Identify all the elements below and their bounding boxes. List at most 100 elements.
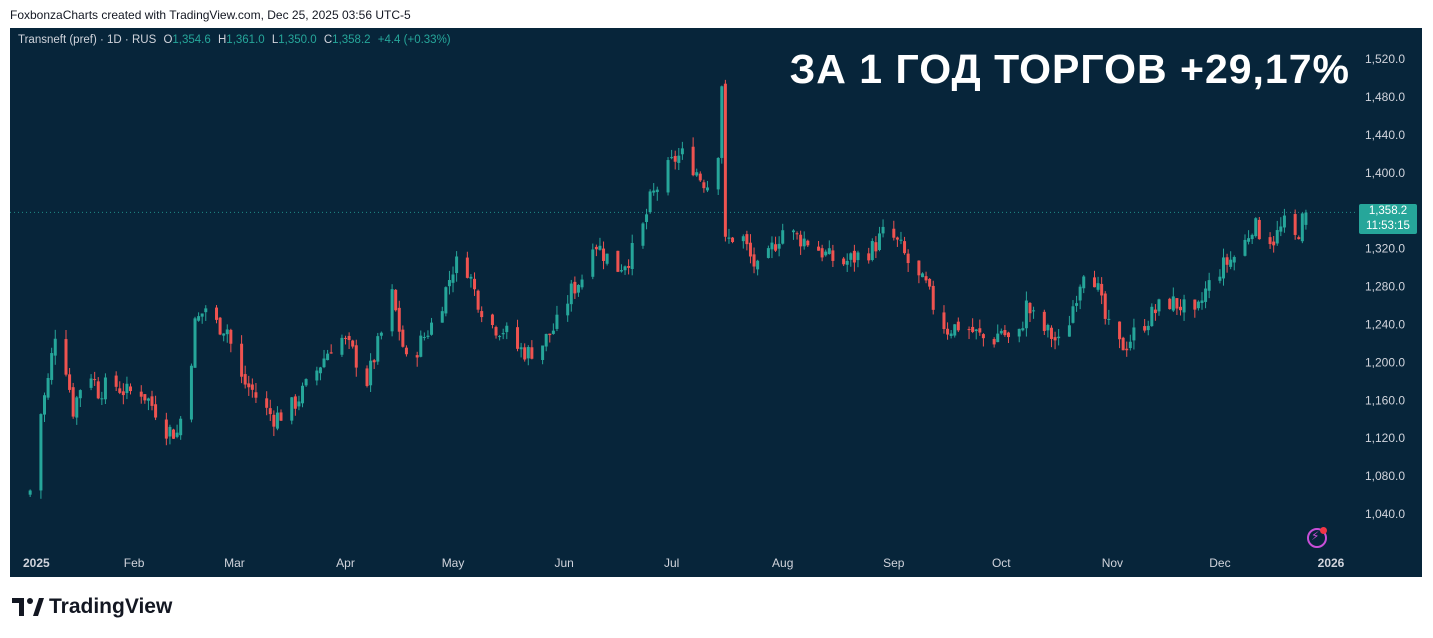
candle-body bbox=[498, 336, 502, 338]
candle-body bbox=[379, 332, 383, 336]
candle-body bbox=[544, 333, 548, 347]
close-value: 1,358.2 bbox=[332, 34, 371, 46]
candle-body bbox=[1146, 325, 1150, 331]
candle-body bbox=[1057, 336, 1061, 339]
y-tick-label: 1,440.0 bbox=[1365, 128, 1405, 142]
candle-body bbox=[1257, 219, 1261, 240]
candle-body bbox=[827, 248, 831, 254]
candle-body bbox=[591, 249, 595, 277]
candle-body bbox=[293, 396, 297, 409]
candle-body bbox=[1024, 300, 1028, 329]
x-tick-label: Jul bbox=[664, 556, 679, 570]
candle-body bbox=[566, 303, 570, 316]
candle-body bbox=[365, 368, 369, 386]
candle-body bbox=[924, 276, 928, 281]
symbol-label: Transneft (pref) · 1D · RUS bbox=[18, 34, 157, 46]
candle-body bbox=[390, 289, 394, 332]
candle-body bbox=[71, 387, 75, 417]
y-tick-label: 1,160.0 bbox=[1365, 393, 1405, 407]
candle-body bbox=[179, 418, 183, 436]
y-tick-label: 1,400.0 bbox=[1365, 166, 1405, 180]
x-tick-label: Oct bbox=[992, 556, 1011, 570]
candle-body bbox=[222, 333, 226, 336]
candle-body bbox=[677, 155, 681, 163]
candle-body bbox=[68, 374, 72, 390]
x-tick-label: Aug bbox=[772, 556, 793, 570]
candlestick-chart[interactable]: 1,520.01,480.01,440.01,400.01,360.01,320… bbox=[10, 28, 1422, 577]
candle-body bbox=[720, 86, 724, 158]
candle-body bbox=[551, 330, 555, 334]
candle-body bbox=[598, 245, 602, 250]
open-label: O bbox=[163, 34, 173, 46]
candle-body bbox=[817, 246, 821, 251]
candle-body bbox=[50, 353, 54, 380]
candle-body bbox=[1153, 309, 1157, 314]
candle-body bbox=[802, 238, 806, 247]
candle-body bbox=[1067, 325, 1071, 337]
x-tick-label: May bbox=[442, 556, 465, 570]
candle-body bbox=[777, 243, 781, 249]
candle-body bbox=[501, 333, 505, 335]
candle-body bbox=[1118, 321, 1122, 340]
candle-body bbox=[1028, 302, 1032, 314]
candle-body bbox=[519, 347, 523, 350]
candle-body bbox=[928, 278, 932, 287]
candle-body bbox=[974, 329, 978, 331]
candle-body bbox=[1243, 239, 1247, 256]
candle-body bbox=[218, 317, 222, 335]
candle-body bbox=[530, 347, 534, 359]
candle-body bbox=[473, 278, 477, 290]
candle-body bbox=[444, 287, 448, 314]
candle-body bbox=[745, 234, 749, 245]
candle-body bbox=[1075, 303, 1079, 306]
x-tick-label: Sep bbox=[883, 556, 905, 570]
ohlc-legend: Transneft (pref) · 1D · RUS O1,354.6 H1,… bbox=[18, 34, 451, 46]
candle-body bbox=[523, 347, 527, 360]
candle-body bbox=[118, 388, 122, 393]
candle-body bbox=[877, 233, 881, 251]
overlay-title: ЗА 1 ГОД ТОРГОВ +29,17% bbox=[789, 46, 1350, 92]
candle-body bbox=[1157, 299, 1161, 312]
last-price: 1,358.2 bbox=[1368, 205, 1408, 218]
candle-body bbox=[422, 337, 426, 339]
candle-body bbox=[1250, 234, 1254, 240]
candle-body bbox=[96, 381, 100, 399]
candle-body bbox=[143, 394, 147, 401]
candle-body bbox=[193, 318, 197, 368]
candle-body bbox=[490, 314, 494, 326]
candle-body bbox=[917, 260, 921, 276]
candle-body bbox=[318, 367, 322, 374]
candle-body bbox=[53, 338, 57, 356]
lightning-icon[interactable] bbox=[1307, 528, 1327, 548]
candle-body bbox=[401, 329, 405, 347]
y-tick-label: 1,120.0 bbox=[1365, 431, 1405, 445]
candle-body bbox=[1100, 283, 1104, 296]
tradingview-brand[interactable]: TradingView bbox=[12, 595, 172, 619]
candle-body bbox=[892, 228, 896, 238]
close-label: C bbox=[323, 34, 333, 46]
candle-body bbox=[996, 333, 1000, 343]
candle-body bbox=[619, 270, 623, 272]
candle-body bbox=[616, 250, 620, 272]
candle-body bbox=[766, 248, 770, 258]
candle-body bbox=[705, 187, 709, 191]
candle-body bbox=[971, 326, 975, 332]
candle-body bbox=[623, 266, 627, 271]
candle-body bbox=[168, 426, 172, 437]
candle-body bbox=[748, 242, 752, 257]
candle-body bbox=[670, 157, 674, 159]
y-tick-label: 1,240.0 bbox=[1365, 317, 1405, 331]
candle-body bbox=[1175, 298, 1179, 309]
candle-body bbox=[43, 395, 47, 415]
x-tick-label: Nov bbox=[1102, 556, 1123, 570]
candle-body bbox=[781, 230, 785, 244]
candle-body bbox=[1279, 226, 1283, 232]
candle-body bbox=[304, 379, 308, 386]
candle-body bbox=[1232, 257, 1236, 263]
candle-body bbox=[154, 404, 158, 418]
candle-body bbox=[1128, 341, 1132, 349]
candle-body bbox=[1071, 306, 1075, 323]
chart-panel[interactable]: 1,520.01,480.01,440.01,400.01,360.01,320… bbox=[10, 28, 1422, 577]
candle-body bbox=[129, 386, 133, 392]
candle-body bbox=[1200, 300, 1204, 304]
